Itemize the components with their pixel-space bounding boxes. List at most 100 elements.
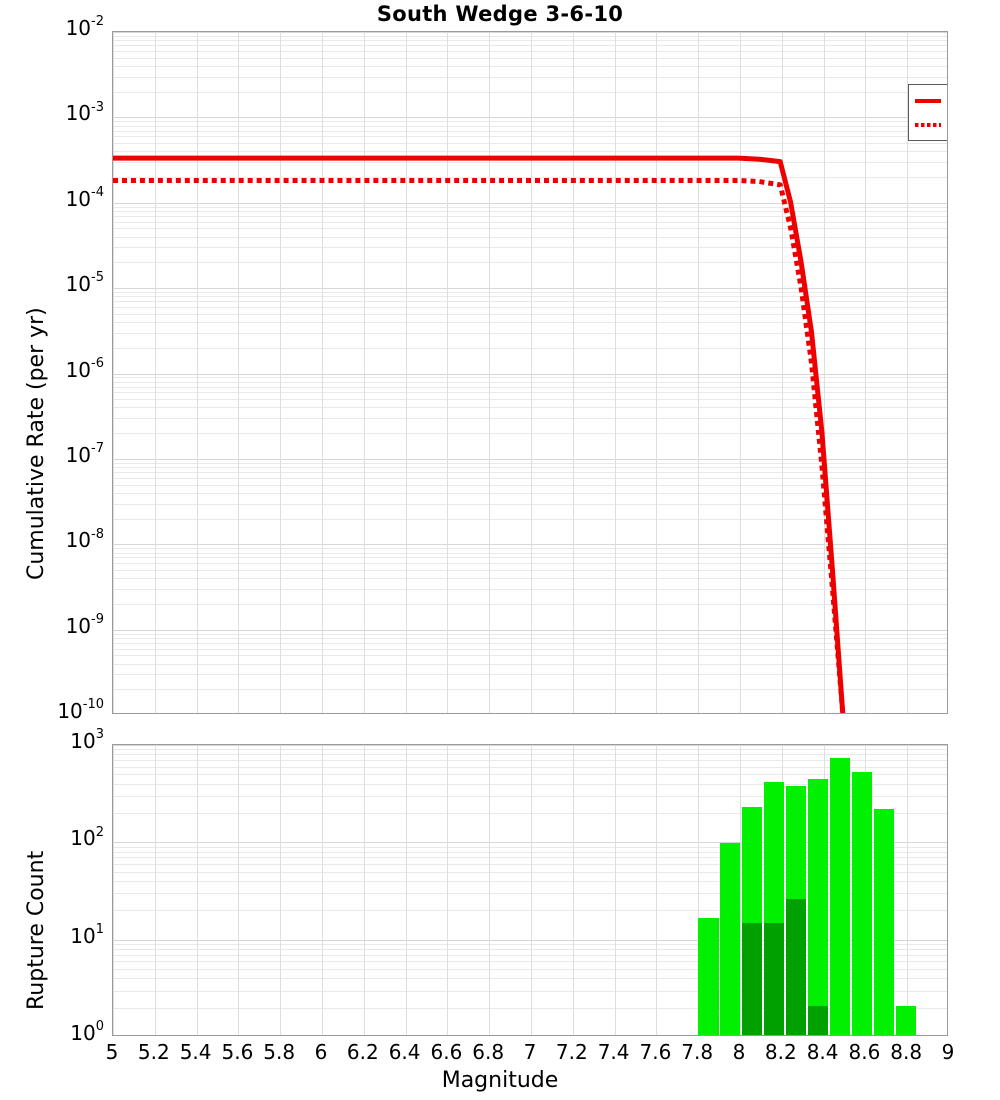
y-tick-label: 10-3	[65, 99, 104, 126]
gridline	[113, 32, 114, 713]
bar-available	[851, 772, 873, 1035]
gridline	[489, 32, 490, 713]
gridline	[113, 211, 947, 212]
gridline	[113, 857, 947, 858]
gridline	[113, 630, 947, 631]
gridline	[113, 553, 947, 554]
gridline	[113, 689, 947, 690]
gridline	[698, 32, 699, 713]
x-tick-label: 7.4	[597, 1040, 630, 1064]
y-tick-label: 10-4	[65, 185, 104, 211]
gridline	[113, 664, 947, 665]
gridline	[113, 472, 947, 473]
gridline	[113, 126, 947, 127]
legend-item-nucleation[interactable]: Nucleation	[915, 113, 947, 137]
x-tick-label: 8.8	[890, 1040, 923, 1064]
gridline	[113, 322, 947, 323]
gridline	[113, 872, 947, 873]
gridline	[113, 864, 947, 865]
gridline	[656, 32, 657, 713]
gridline	[113, 649, 947, 650]
gridline	[740, 745, 741, 1035]
top-panel-gridlines	[113, 32, 947, 713]
x-tick-label: 8.4	[806, 1040, 839, 1064]
gridline	[113, 314, 947, 315]
gridline	[740, 32, 741, 713]
gridline	[113, 978, 947, 979]
gridline	[113, 745, 947, 746]
gridline	[113, 767, 947, 768]
x-tick-label: 6.6	[430, 1040, 463, 1064]
gridline	[113, 881, 947, 882]
mfd-curves	[113, 155, 846, 713]
gridline	[113, 852, 947, 853]
gridline	[113, 634, 947, 635]
gridline	[113, 374, 947, 375]
bar-utilized	[807, 1005, 829, 1035]
y-tick-label: 10-6	[65, 355, 104, 382]
gridline	[113, 893, 947, 894]
gridline	[113, 674, 947, 675]
x-tick-label: 5.2	[137, 1040, 170, 1064]
gridline	[113, 557, 947, 558]
bar-available	[807, 778, 829, 1035]
gridline	[113, 307, 947, 308]
gridline	[113, 136, 947, 137]
gridline	[907, 745, 908, 1035]
gridline	[113, 228, 947, 229]
gridline	[406, 32, 407, 713]
gridline	[113, 77, 947, 78]
gridline	[113, 407, 947, 408]
gridline	[113, 774, 947, 775]
x-tick-label: 6.8	[472, 1040, 505, 1064]
gridline	[113, 207, 947, 208]
gridline	[573, 32, 574, 713]
page-title: South Wedge 3-6-10	[376, 2, 624, 26]
x-tick-label: 5.8	[263, 1040, 296, 1064]
legend-item-participation[interactable]: Participation	[915, 89, 947, 113]
gridline	[698, 745, 699, 1035]
gridline	[197, 745, 198, 1035]
gridline	[113, 784, 947, 785]
gridline	[113, 216, 947, 217]
gridline	[113, 131, 947, 132]
y-tick-label: 102	[70, 824, 104, 851]
gridline	[113, 117, 947, 118]
gridline	[113, 940, 947, 941]
bottom-panel-gridlines	[113, 745, 947, 1035]
x-tick-label: 6	[314, 1040, 328, 1064]
legend-label-participation: Participation	[946, 90, 947, 112]
x-tick-label: 7	[523, 1040, 537, 1064]
gridline	[113, 459, 947, 460]
gridline	[113, 301, 947, 302]
gridline	[113, 387, 947, 388]
gridline	[531, 32, 532, 713]
gridline	[113, 377, 947, 378]
bar-available	[895, 1005, 917, 1035]
gridline	[113, 519, 947, 520]
gridline	[364, 32, 365, 713]
gridline	[113, 493, 947, 494]
gridline	[113, 58, 947, 59]
dotted-line-icon	[915, 123, 941, 127]
gridline	[113, 333, 947, 334]
gridline	[322, 745, 323, 1035]
gridline	[113, 749, 947, 750]
gridline	[113, 222, 947, 223]
bar-utilized	[786, 898, 807, 1035]
gridline	[113, 247, 947, 248]
bar-available	[720, 842, 741, 1035]
gridline	[113, 288, 947, 289]
x-tick-label: 5.6	[221, 1040, 254, 1064]
gridline	[447, 32, 448, 713]
gridline	[907, 32, 908, 713]
gridline	[113, 45, 947, 46]
gridline	[113, 754, 947, 755]
gridline	[113, 418, 947, 419]
gridline	[280, 745, 281, 1035]
gridline	[113, 36, 947, 37]
gridline	[113, 1008, 947, 1009]
gridline	[113, 910, 947, 911]
gridline	[113, 842, 947, 843]
x-tick-label: 8.2	[764, 1040, 797, 1064]
